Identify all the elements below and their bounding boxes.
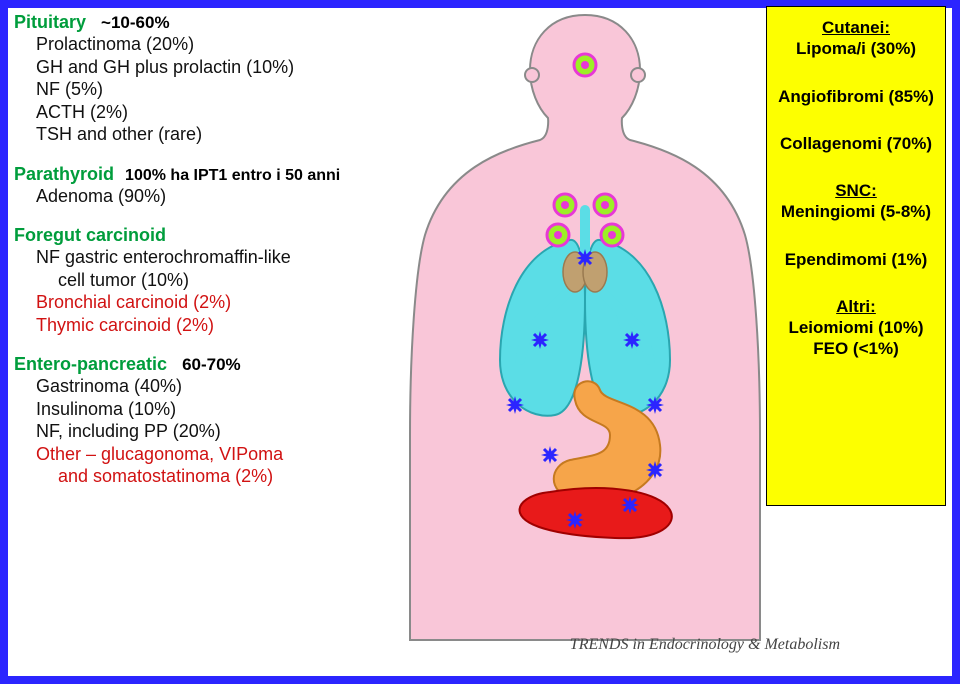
item: Insulinoma (10%) [36, 398, 414, 421]
yb-title: Cutanei: [773, 17, 939, 38]
parathyroid-node-icon [601, 224, 623, 246]
annot-pituitary: ~10-60% [101, 13, 170, 32]
ear-icon [631, 68, 645, 82]
yb-line: FEO (<1%) [773, 338, 939, 359]
yb-title: SNC: [773, 180, 939, 201]
yb-angio: Angiofibromi (85%) [773, 86, 939, 107]
yellow-panel: Cutanei: Lipoma/i (30%) Angiofibromi (85… [766, 6, 946, 506]
header-text: Parathyroid [14, 164, 114, 184]
item-rare: Bronchial carcinoid (2%) [36, 291, 414, 314]
parathyroid-node-icon [547, 224, 569, 246]
parathyroid-node-icon [554, 194, 576, 216]
annot-parathyroid: 100% ha IPT1 entro i 50 anni [125, 167, 340, 184]
item: GH and GH plus prolactin (10%) [36, 56, 414, 79]
pituitary-node-icon [574, 54, 596, 76]
item: ACTH (2%) [36, 101, 414, 124]
item-rare: Other – glucagonoma, VIPoma [36, 443, 414, 466]
yb-line: Leiomiomi (10%) [773, 317, 939, 338]
citation-text: TRENDS in Endocrinology & Metabolism [570, 636, 840, 654]
item: NF gastric enterochromaffin-like [36, 246, 414, 269]
left-text-column: Pituitary ~10-60% Prolactinoma (20%) GH … [14, 8, 414, 488]
item: TSH and other (rare) [36, 123, 414, 146]
item-rare: Thymic carcinoid (2%) [36, 314, 414, 337]
item: Adenoma (90%) [36, 185, 414, 208]
item: NF (5%) [36, 78, 414, 101]
section-header-parathyroid: Parathyroid 100% ha IPT1 entro i 50 anni [14, 164, 414, 185]
yb-altri: Altri: Leiomiomi (10%) FEO (<1%) [773, 296, 939, 360]
yb-line: Meningiomi (5-8%) [773, 201, 939, 222]
parathyroid-node-icon [594, 194, 616, 216]
item: NF, including PP (20%) [36, 420, 414, 443]
header-text: Entero-pancreatic [14, 354, 167, 374]
item: Prolactinoma (20%) [36, 33, 414, 56]
body-diagram-icon [400, 10, 770, 650]
yb-line: Lipoma/i (30%) [773, 38, 939, 59]
section-header-pituitary: Pituitary ~10-60% [14, 12, 414, 33]
yb-epend: Ependimomi (1%) [773, 249, 939, 270]
section-header-foregut: Foregut carcinoid [14, 225, 414, 246]
header-text: Pituitary [14, 12, 86, 32]
item: cell tumor (10%) [58, 269, 414, 292]
yb-snc: SNC: Meningiomi (5-8%) [773, 180, 939, 223]
item: Gastrinoma (40%) [36, 375, 414, 398]
annot-entero: 60-70% [182, 355, 241, 374]
section-header-entero: Entero-pancreatic 60-70% [14, 354, 414, 375]
yb-cutanei: Cutanei: Lipoma/i (30%) [773, 17, 939, 60]
ear-icon [525, 68, 539, 82]
item-rare: and somatostatinoma (2%) [58, 465, 414, 488]
slide-canvas: Pituitary ~10-60% Prolactinoma (20%) GH … [0, 0, 960, 684]
yb-title: Altri: [773, 296, 939, 317]
yb-collagen: Collagenomi (70%) [773, 133, 939, 154]
